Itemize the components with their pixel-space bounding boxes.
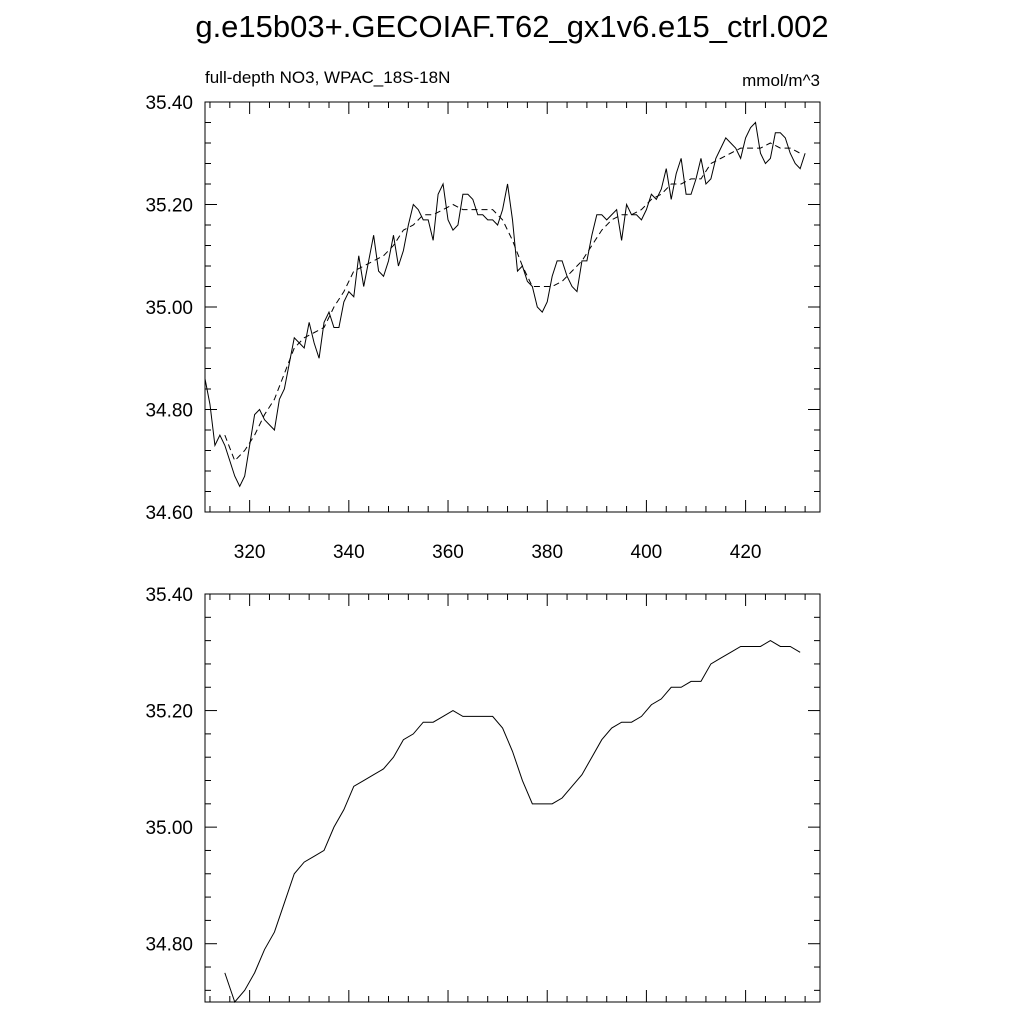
y-tick-label: 34.60 [145,503,193,524]
subtitle: full-depth NO3, WPAC_18S-18N [205,68,450,87]
x-tick-label: 340 [333,542,365,563]
data-line [204,121,806,488]
x-tick-label: 400 [631,542,663,563]
y-tick-label: 34.80 [145,935,193,956]
y-tick-label: 34.80 [145,401,193,422]
y-tick-label: 35.40 [145,585,193,606]
plot-frame [204,101,821,513]
chart-title: g.e15b03+.GECOIAF.T62_gx1v6.e15_ctrl.002 [195,9,828,44]
y-tick-label: 35.20 [145,196,193,217]
plot-frame [204,593,821,1003]
x-tick-label: 320 [234,542,266,563]
y-tick-label: 35.20 [145,702,193,723]
units: mmol/m^3 [742,71,820,90]
x-tick-label: 380 [531,542,563,563]
x-tick-label: 420 [730,542,762,563]
data-line [224,640,801,1003]
y-tick-label: 35.00 [145,818,193,839]
x-tick-label: 360 [432,542,464,563]
y-tick-label: 35.40 [145,93,193,114]
y-tick-label: 35.00 [145,298,193,319]
smoothed-line [224,142,801,462]
